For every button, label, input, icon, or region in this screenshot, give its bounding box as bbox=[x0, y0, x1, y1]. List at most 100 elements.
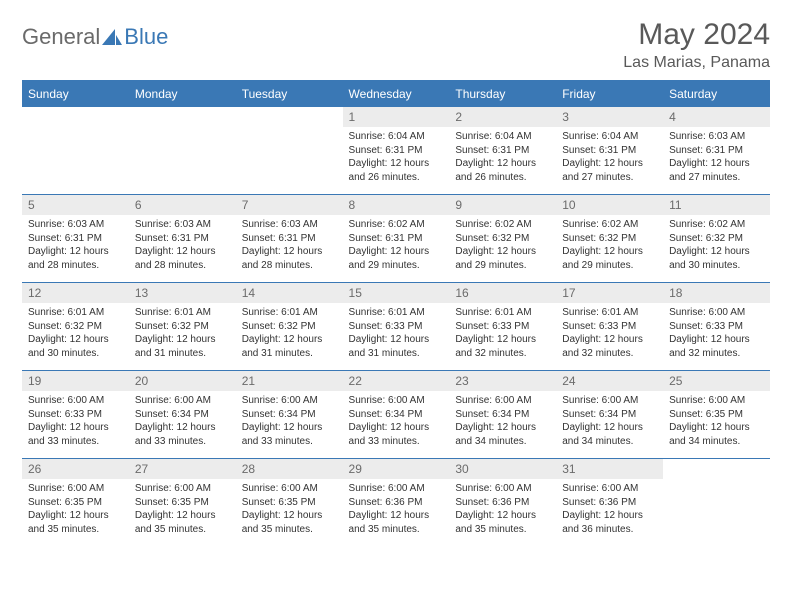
calendar-day-cell: 27Sunrise: 6:00 AMSunset: 6:35 PMDayligh… bbox=[129, 459, 236, 547]
day-number: 7 bbox=[236, 195, 343, 215]
day-number: 9 bbox=[449, 195, 556, 215]
calendar-day-cell bbox=[129, 107, 236, 195]
day-content: Sunrise: 6:00 AMSunset: 6:35 PMDaylight:… bbox=[663, 391, 770, 454]
calendar-day-cell: 3Sunrise: 6:04 AMSunset: 6:31 PMDaylight… bbox=[556, 107, 663, 195]
day-number: 2 bbox=[449, 107, 556, 127]
calendar-week-row: 1Sunrise: 6:04 AMSunset: 6:31 PMDaylight… bbox=[22, 107, 770, 195]
calendar-day-cell: 6Sunrise: 6:03 AMSunset: 6:31 PMDaylight… bbox=[129, 195, 236, 283]
day-number: 28 bbox=[236, 459, 343, 479]
weekday-header-row: Sunday Monday Tuesday Wednesday Thursday… bbox=[22, 81, 770, 107]
calendar-day-cell: 24Sunrise: 6:00 AMSunset: 6:34 PMDayligh… bbox=[556, 371, 663, 459]
day-content: Sunrise: 6:00 AMSunset: 6:34 PMDaylight:… bbox=[236, 391, 343, 454]
calendar-day-cell: 22Sunrise: 6:00 AMSunset: 6:34 PMDayligh… bbox=[343, 371, 450, 459]
day-number: 12 bbox=[22, 283, 129, 303]
day-number: 26 bbox=[22, 459, 129, 479]
day-number: 10 bbox=[556, 195, 663, 215]
calendar-day-cell: 16Sunrise: 6:01 AMSunset: 6:33 PMDayligh… bbox=[449, 283, 556, 371]
title-block: May 2024 Las Marias, Panama bbox=[623, 18, 770, 72]
day-content: Sunrise: 6:01 AMSunset: 6:32 PMDaylight:… bbox=[236, 303, 343, 366]
calendar-day-cell: 7Sunrise: 6:03 AMSunset: 6:31 PMDaylight… bbox=[236, 195, 343, 283]
day-content: Sunrise: 6:00 AMSunset: 6:36 PMDaylight:… bbox=[556, 479, 663, 542]
calendar-day-cell: 4Sunrise: 6:03 AMSunset: 6:31 PMDaylight… bbox=[663, 107, 770, 195]
day-number: 3 bbox=[556, 107, 663, 127]
calendar-week-row: 5Sunrise: 6:03 AMSunset: 6:31 PMDaylight… bbox=[22, 195, 770, 283]
day-content: Sunrise: 6:01 AMSunset: 6:32 PMDaylight:… bbox=[22, 303, 129, 366]
day-content: Sunrise: 6:02 AMSunset: 6:32 PMDaylight:… bbox=[556, 215, 663, 278]
calendar-day-cell: 8Sunrise: 6:02 AMSunset: 6:31 PMDaylight… bbox=[343, 195, 450, 283]
day-content: Sunrise: 6:00 AMSunset: 6:34 PMDaylight:… bbox=[449, 391, 556, 454]
day-content: Sunrise: 6:01 AMSunset: 6:33 PMDaylight:… bbox=[556, 303, 663, 366]
day-number: 8 bbox=[343, 195, 450, 215]
day-content: Sunrise: 6:01 AMSunset: 6:33 PMDaylight:… bbox=[343, 303, 450, 366]
weekday-sunday: Sunday bbox=[22, 81, 129, 107]
calendar-day-cell: 11Sunrise: 6:02 AMSunset: 6:32 PMDayligh… bbox=[663, 195, 770, 283]
logo-sail-icon bbox=[102, 29, 122, 45]
day-content: Sunrise: 6:00 AMSunset: 6:34 PMDaylight:… bbox=[129, 391, 236, 454]
location: Las Marias, Panama bbox=[623, 54, 770, 72]
day-number: 19 bbox=[22, 371, 129, 391]
calendar-week-row: 12Sunrise: 6:01 AMSunset: 6:32 PMDayligh… bbox=[22, 283, 770, 371]
weekday-monday: Monday bbox=[129, 81, 236, 107]
day-number: 17 bbox=[556, 283, 663, 303]
day-content: Sunrise: 6:04 AMSunset: 6:31 PMDaylight:… bbox=[343, 127, 450, 190]
day-content: Sunrise: 6:01 AMSunset: 6:33 PMDaylight:… bbox=[449, 303, 556, 366]
calendar-day-cell bbox=[236, 107, 343, 195]
calendar-day-cell: 14Sunrise: 6:01 AMSunset: 6:32 PMDayligh… bbox=[236, 283, 343, 371]
calendar-day-cell: 9Sunrise: 6:02 AMSunset: 6:32 PMDaylight… bbox=[449, 195, 556, 283]
day-number: 6 bbox=[129, 195, 236, 215]
calendar-day-cell: 30Sunrise: 6:00 AMSunset: 6:36 PMDayligh… bbox=[449, 459, 556, 547]
day-content: Sunrise: 6:03 AMSunset: 6:31 PMDaylight:… bbox=[663, 127, 770, 190]
day-content: Sunrise: 6:03 AMSunset: 6:31 PMDaylight:… bbox=[129, 215, 236, 278]
day-number: 24 bbox=[556, 371, 663, 391]
day-number: 1 bbox=[343, 107, 450, 127]
calendar-day-cell: 13Sunrise: 6:01 AMSunset: 6:32 PMDayligh… bbox=[129, 283, 236, 371]
logo-text-blue: Blue bbox=[124, 24, 168, 50]
day-content: Sunrise: 6:00 AMSunset: 6:34 PMDaylight:… bbox=[556, 391, 663, 454]
calendar-day-cell: 20Sunrise: 6:00 AMSunset: 6:34 PMDayligh… bbox=[129, 371, 236, 459]
day-number: 18 bbox=[663, 283, 770, 303]
day-content: Sunrise: 6:00 AMSunset: 6:35 PMDaylight:… bbox=[129, 479, 236, 542]
calendar-day-cell bbox=[22, 107, 129, 195]
calendar-day-cell: 12Sunrise: 6:01 AMSunset: 6:32 PMDayligh… bbox=[22, 283, 129, 371]
day-content: Sunrise: 6:03 AMSunset: 6:31 PMDaylight:… bbox=[236, 215, 343, 278]
day-number: 30 bbox=[449, 459, 556, 479]
month-title: May 2024 bbox=[623, 18, 770, 52]
weekday-friday: Friday bbox=[556, 81, 663, 107]
calendar-day-cell bbox=[663, 459, 770, 547]
calendar-day-cell: 25Sunrise: 6:00 AMSunset: 6:35 PMDayligh… bbox=[663, 371, 770, 459]
day-content: Sunrise: 6:00 AMSunset: 6:36 PMDaylight:… bbox=[449, 479, 556, 542]
calendar-day-cell: 26Sunrise: 6:00 AMSunset: 6:35 PMDayligh… bbox=[22, 459, 129, 547]
day-number: 13 bbox=[129, 283, 236, 303]
day-content: Sunrise: 6:00 AMSunset: 6:33 PMDaylight:… bbox=[663, 303, 770, 366]
calendar-table: Sunday Monday Tuesday Wednesday Thursday… bbox=[22, 80, 770, 547]
calendar-day-cell: 23Sunrise: 6:00 AMSunset: 6:34 PMDayligh… bbox=[449, 371, 556, 459]
calendar-day-cell: 19Sunrise: 6:00 AMSunset: 6:33 PMDayligh… bbox=[22, 371, 129, 459]
day-number: 4 bbox=[663, 107, 770, 127]
calendar-day-cell: 18Sunrise: 6:00 AMSunset: 6:33 PMDayligh… bbox=[663, 283, 770, 371]
day-content: Sunrise: 6:00 AMSunset: 6:33 PMDaylight:… bbox=[22, 391, 129, 454]
day-number: 16 bbox=[449, 283, 556, 303]
day-content: Sunrise: 6:00 AMSunset: 6:34 PMDaylight:… bbox=[343, 391, 450, 454]
day-number: 29 bbox=[343, 459, 450, 479]
calendar-body: 1Sunrise: 6:04 AMSunset: 6:31 PMDaylight… bbox=[22, 107, 770, 547]
day-content: Sunrise: 6:02 AMSunset: 6:32 PMDaylight:… bbox=[663, 215, 770, 278]
calendar-day-cell: 5Sunrise: 6:03 AMSunset: 6:31 PMDaylight… bbox=[22, 195, 129, 283]
weekday-thursday: Thursday bbox=[449, 81, 556, 107]
calendar-week-row: 19Sunrise: 6:00 AMSunset: 6:33 PMDayligh… bbox=[22, 371, 770, 459]
logo: General Blue bbox=[22, 18, 168, 50]
day-number: 14 bbox=[236, 283, 343, 303]
day-content: Sunrise: 6:04 AMSunset: 6:31 PMDaylight:… bbox=[449, 127, 556, 190]
header: General Blue May 2024 Las Marias, Panama bbox=[22, 18, 770, 72]
weekday-saturday: Saturday bbox=[663, 81, 770, 107]
day-content: Sunrise: 6:00 AMSunset: 6:35 PMDaylight:… bbox=[22, 479, 129, 542]
calendar-day-cell: 1Sunrise: 6:04 AMSunset: 6:31 PMDaylight… bbox=[343, 107, 450, 195]
calendar-day-cell: 15Sunrise: 6:01 AMSunset: 6:33 PMDayligh… bbox=[343, 283, 450, 371]
day-number: 25 bbox=[663, 371, 770, 391]
day-content: Sunrise: 6:03 AMSunset: 6:31 PMDaylight:… bbox=[22, 215, 129, 278]
day-content: Sunrise: 6:00 AMSunset: 6:36 PMDaylight:… bbox=[343, 479, 450, 542]
day-number: 11 bbox=[663, 195, 770, 215]
calendar-day-cell: 10Sunrise: 6:02 AMSunset: 6:32 PMDayligh… bbox=[556, 195, 663, 283]
day-number: 31 bbox=[556, 459, 663, 479]
calendar-day-cell: 31Sunrise: 6:00 AMSunset: 6:36 PMDayligh… bbox=[556, 459, 663, 547]
day-content: Sunrise: 6:00 AMSunset: 6:35 PMDaylight:… bbox=[236, 479, 343, 542]
